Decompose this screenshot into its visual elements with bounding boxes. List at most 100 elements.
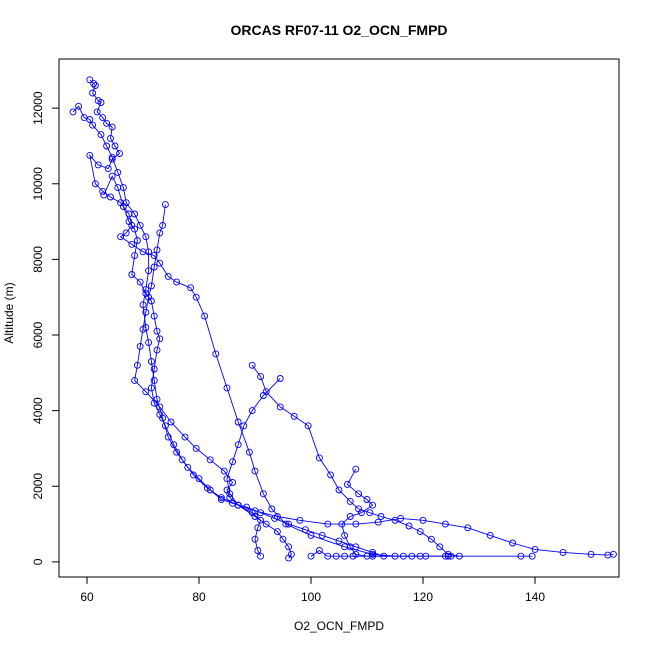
data-point xyxy=(94,161,102,169)
data-point xyxy=(441,520,449,528)
data-point xyxy=(90,80,98,88)
data-point xyxy=(181,433,189,441)
data-point xyxy=(279,535,287,543)
data-point xyxy=(100,191,108,199)
data-point xyxy=(93,108,101,116)
data-point xyxy=(352,465,360,473)
data-point xyxy=(259,392,267,399)
data-point xyxy=(273,528,281,536)
y-axis: 0 2000 4000 6000 8000 10000 12000 xyxy=(31,91,60,565)
data-point xyxy=(164,433,172,441)
data-point xyxy=(156,410,164,418)
data-point xyxy=(107,134,114,142)
y-axis-label: Altitude (m) xyxy=(2,282,16,343)
data-point xyxy=(315,547,323,554)
data-point xyxy=(117,233,125,241)
data-point xyxy=(335,486,343,494)
series-8 xyxy=(307,547,452,560)
data-point xyxy=(111,142,119,150)
y-tick-label: 6000 xyxy=(31,321,45,348)
data-point xyxy=(150,312,158,320)
data-point xyxy=(147,384,155,392)
data-point xyxy=(150,263,158,271)
data-point xyxy=(103,119,111,127)
data-point xyxy=(153,346,161,354)
series-7 xyxy=(338,465,536,560)
data-point xyxy=(184,463,192,471)
data-point xyxy=(153,246,161,254)
data-point xyxy=(217,496,225,503)
data-point xyxy=(234,501,242,509)
data-point xyxy=(346,543,354,551)
data-point xyxy=(391,516,399,524)
data-point xyxy=(142,388,150,396)
x-tick-label: 100 xyxy=(301,590,321,604)
series-line xyxy=(226,378,281,557)
data-point xyxy=(145,293,153,301)
data-point xyxy=(301,526,309,534)
data-point xyxy=(195,475,203,483)
data-point xyxy=(248,407,256,415)
data-point xyxy=(509,539,517,547)
data-point xyxy=(170,441,178,449)
data-point xyxy=(531,545,539,553)
data-point xyxy=(234,418,242,426)
data-point xyxy=(257,552,265,560)
data-point xyxy=(441,552,449,560)
data-point xyxy=(136,278,144,286)
data-point xyxy=(131,376,139,384)
data-point xyxy=(114,184,122,192)
data-point xyxy=(257,373,265,381)
data-point xyxy=(343,480,351,488)
data-point xyxy=(349,552,357,560)
series-line xyxy=(89,79,396,557)
series-3 xyxy=(100,172,617,559)
chart-title: ORCAS RF07-11 O2_OCN_FMPD xyxy=(230,22,447,38)
data-point xyxy=(369,552,377,560)
data-point xyxy=(75,102,83,110)
data-point xyxy=(91,180,99,188)
data-point xyxy=(128,240,136,248)
x-tick-label: 140 xyxy=(525,590,545,604)
data-point xyxy=(517,552,525,560)
data-point xyxy=(122,229,130,237)
data-point xyxy=(399,552,407,560)
data-point xyxy=(355,490,363,498)
y-tick-label: 0 xyxy=(31,558,45,565)
data-point xyxy=(167,418,175,426)
data-point xyxy=(145,339,153,347)
data-point xyxy=(133,237,141,244)
data-point xyxy=(254,524,262,532)
data-point xyxy=(363,496,371,503)
data-point xyxy=(139,301,147,309)
data-point xyxy=(422,552,430,560)
data-point xyxy=(161,201,169,209)
x-axis: 60 80 100 120 140 xyxy=(80,576,545,604)
data-point xyxy=(206,456,214,464)
data-point xyxy=(229,479,237,486)
data-point xyxy=(145,267,153,275)
data-point xyxy=(150,252,158,260)
data-point xyxy=(97,99,105,106)
data-point xyxy=(327,471,335,479)
data-point xyxy=(145,248,153,256)
data-point xyxy=(203,484,211,492)
data-point xyxy=(285,520,293,528)
data-point xyxy=(86,76,94,84)
data-point xyxy=(405,522,413,530)
data-point xyxy=(324,520,332,528)
series-5 xyxy=(248,361,463,560)
data-point xyxy=(444,552,452,560)
data-point xyxy=(251,467,259,475)
data-point xyxy=(108,155,116,163)
data-point xyxy=(147,282,155,290)
data-point xyxy=(189,471,197,479)
data-point xyxy=(156,335,164,343)
data-point xyxy=(119,203,127,210)
data-point xyxy=(212,350,220,358)
data-point xyxy=(276,375,284,382)
data-point xyxy=(276,403,284,411)
data-point xyxy=(89,89,97,97)
data-point xyxy=(307,552,315,560)
